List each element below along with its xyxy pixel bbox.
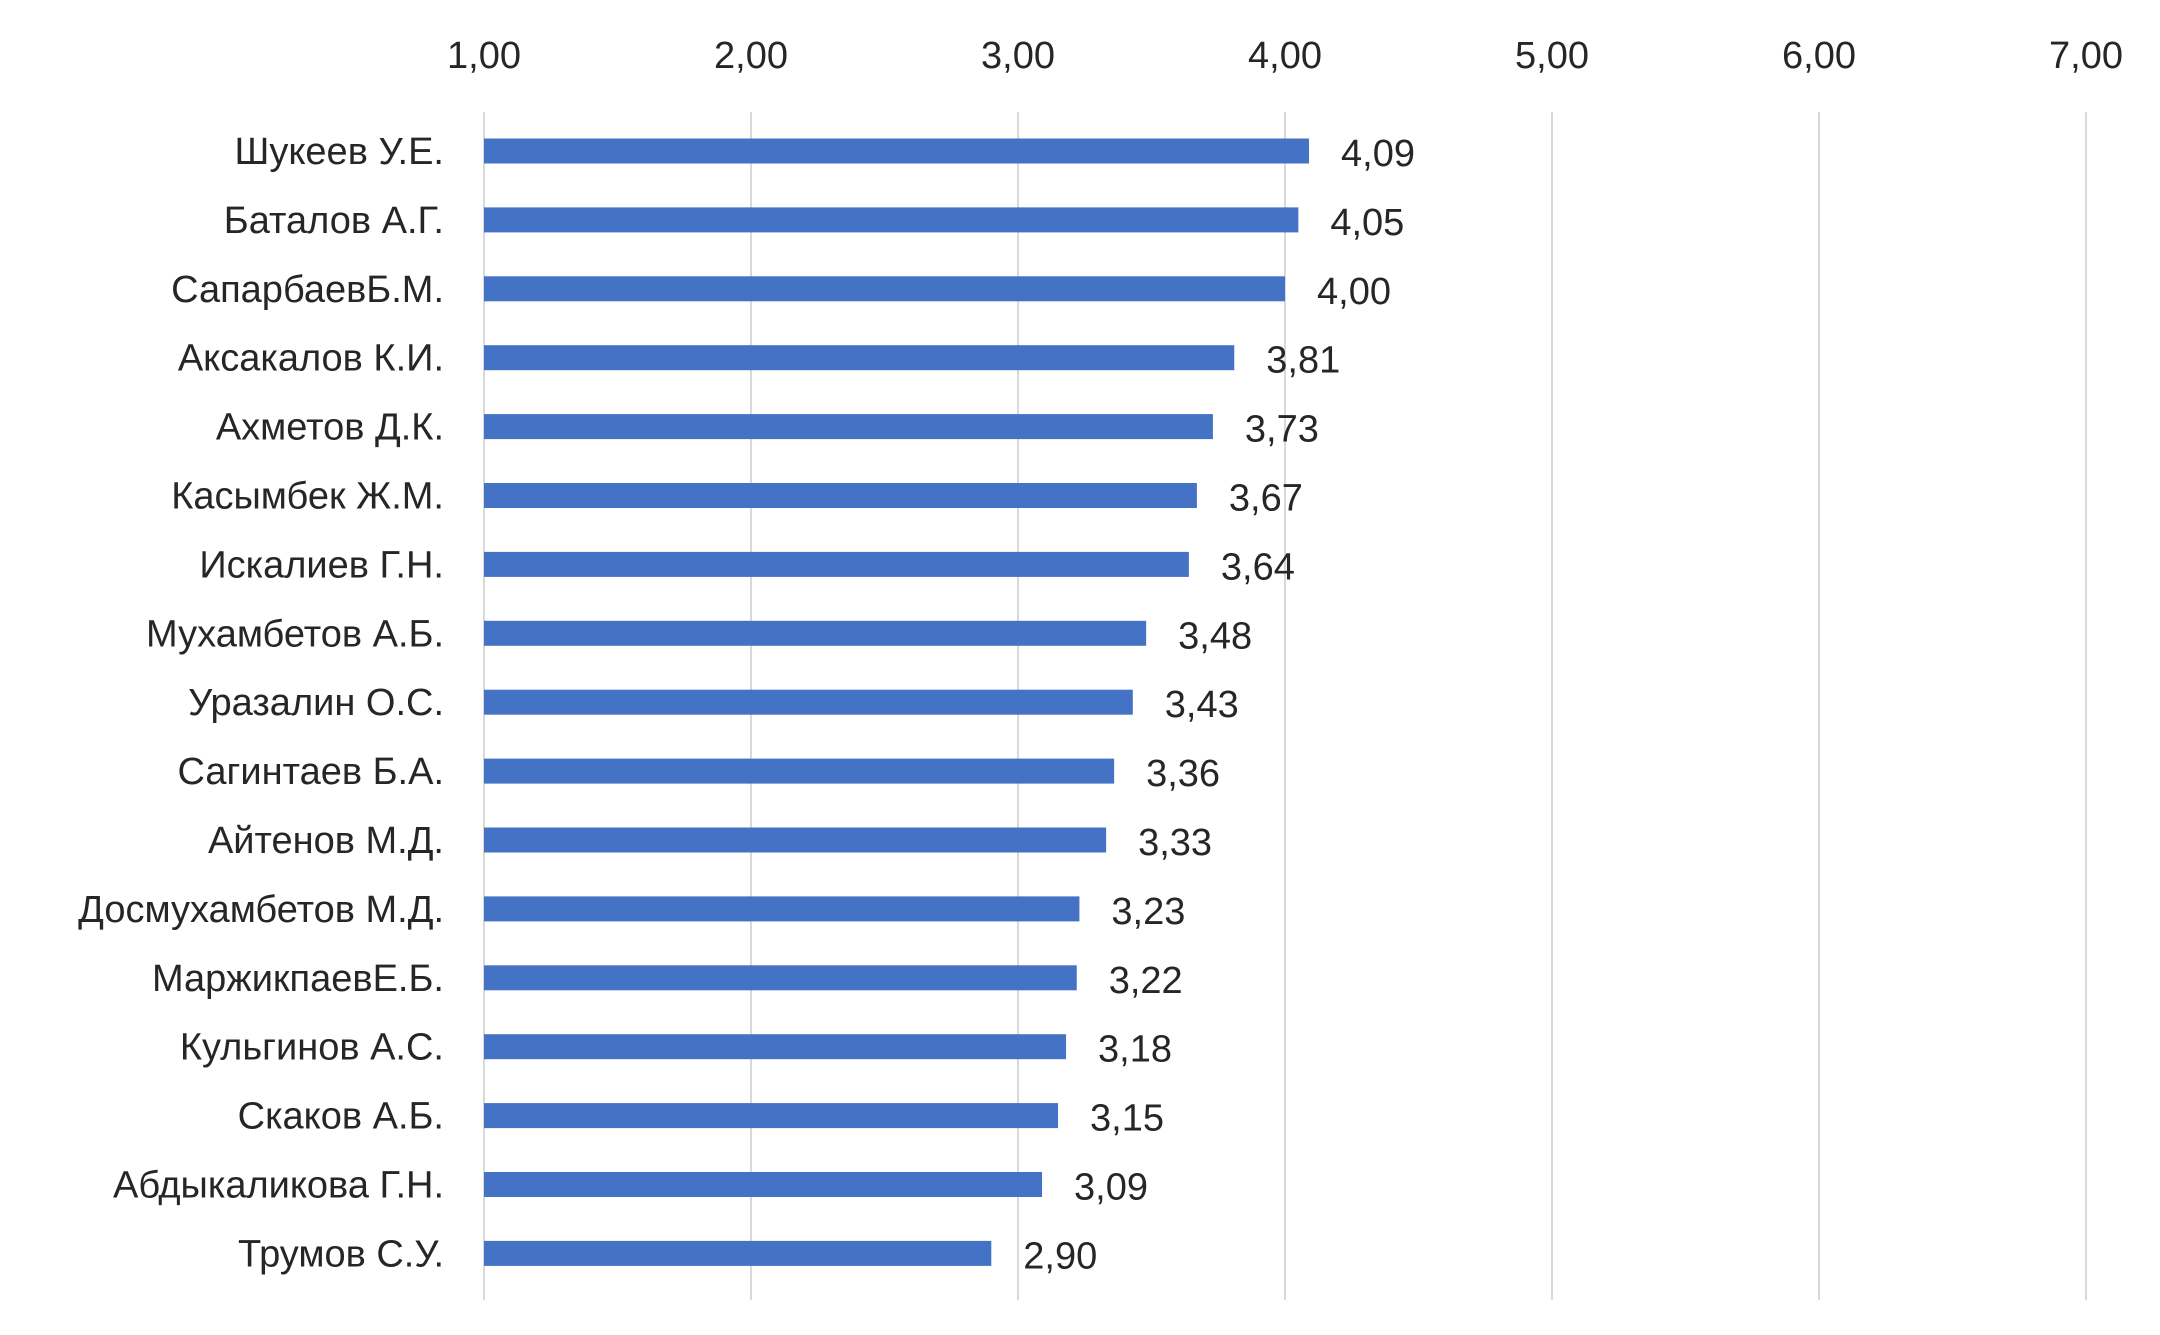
x-tick-label: 5,00 (1515, 35, 1589, 77)
category-label: МаржикпаевЕ.Б. (152, 958, 444, 1000)
category-label: Аксакалов К.И. (178, 338, 444, 380)
category-label: Уразалин О.С. (188, 682, 444, 724)
bar (484, 1034, 1067, 1060)
category-label: Абдыкаликова Г.Н. (113, 1165, 444, 1207)
bar (484, 896, 1080, 922)
bar (484, 483, 1197, 508)
category-label: Шукеев У.Е. (235, 131, 444, 173)
data-label: 3,64 (1221, 546, 1295, 588)
data-label: 3,15 (1090, 1098, 1164, 1140)
x-tick-label: 3,00 (981, 35, 1055, 77)
data-label: 3,48 (1178, 615, 1252, 657)
data-label: 3,43 (1165, 684, 1239, 726)
category-label: Кульгинов А.С. (180, 1027, 444, 1069)
category-labels: Шукеев У.Е. Баталов А.Г. СапарбаевБ.М. Акса… (78, 131, 444, 1275)
bar (484, 965, 1077, 991)
data-label: 3,09 (1074, 1167, 1148, 1209)
bar (484, 414, 1213, 440)
bar (484, 276, 1285, 302)
category-label: Трумов С.У. (238, 1233, 444, 1275)
x-tick-label: 4,00 (1248, 35, 1322, 77)
bar (484, 345, 1235, 371)
x-tick-label: 7,00 (2049, 35, 2123, 77)
category-label: СапарбаевБ.М. (171, 269, 444, 311)
bar (484, 758, 1115, 784)
data-label: 3,23 (1111, 891, 1185, 933)
x-tick-label: 6,00 (1782, 35, 1856, 77)
category-label: Сагинтаев Б.А. (178, 751, 444, 793)
bar (484, 689, 1133, 715)
category-label: Досмухамбетов М.Д. (78, 889, 444, 931)
category-label: Мухамбетов А.Б. (146, 613, 444, 655)
data-label: 4,00 (1317, 271, 1391, 313)
x-tick-label: 2,00 (714, 35, 788, 77)
bar (484, 207, 1299, 233)
data-label: 3,36 (1146, 753, 1220, 795)
data-label: 3,22 (1109, 960, 1183, 1002)
bar (484, 138, 1310, 164)
bar (484, 1103, 1059, 1129)
data-label: 4,09 (1341, 133, 1415, 175)
data-label: 2,90 (1023, 1235, 1097, 1277)
bar (484, 620, 1147, 646)
category-label: Айтенов М.Д. (208, 820, 444, 862)
category-label: Баталов А.Г. (224, 200, 444, 242)
data-label: 3,33 (1138, 822, 1212, 864)
bar (484, 1172, 1043, 1197)
bar (484, 827, 1107, 853)
category-label: Искалиев Г.Н. (199, 544, 444, 586)
data-label: 3,73 (1245, 409, 1319, 451)
bars (484, 138, 1310, 1266)
data-label: 4,05 (1330, 202, 1404, 244)
data-label: 3,18 (1098, 1029, 1172, 1071)
data-labels: 4,09 4,05 4,00 3,81 3,73 3,67 3,64 3,48 3,43 3,36… (1023, 133, 1415, 1277)
bar (484, 551, 1189, 577)
category-label: Касымбек Ж.М. (171, 476, 444, 518)
x-axis-ticks: 1,00 2,00 3,00 4,00 5,00 6,00 7,00 (447, 35, 2123, 77)
category-label: Ахметов Д.К. (216, 407, 444, 449)
category-label: Скаков А.Б. (238, 1096, 444, 1138)
data-label: 3,67 (1229, 478, 1303, 520)
bar (484, 1240, 992, 1266)
data-label: 3,81 (1266, 340, 1340, 382)
x-tick-label: 1,00 (447, 35, 521, 77)
